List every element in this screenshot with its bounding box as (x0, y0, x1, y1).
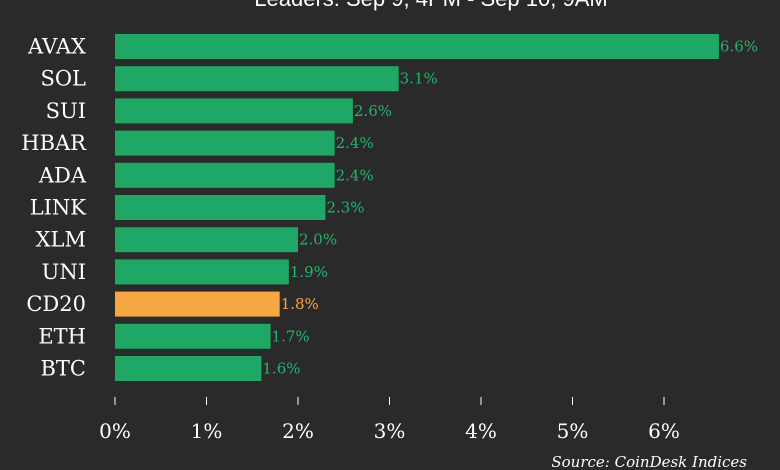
bar-eth (115, 323, 271, 349)
bar-hbar (115, 130, 335, 156)
value-label-uni: 1.9% (290, 263, 328, 281)
x-axis: 0% 1% 2% 3% 4% 5% 6% (99, 397, 680, 443)
value-label-avax: 6.6% (720, 38, 758, 56)
category-label-avax: AVAX (27, 35, 86, 59)
value-label-btc: 1.6% (262, 360, 300, 378)
value-label-sui: 2.6% (354, 102, 392, 120)
x-tick-label: 4% (465, 419, 497, 443)
bar-link (115, 195, 326, 220)
value-label-eth: 1.7% (272, 327, 310, 345)
category-label-sol: SOL (40, 67, 86, 91)
x-tick-label: 0% (99, 419, 131, 443)
x-tick-label: 3% (374, 419, 406, 443)
value-label-sol: 3.1% (400, 70, 438, 88)
category-label-ada: ADA (38, 163, 87, 187)
bar-sol (115, 66, 399, 92)
category-labels: AVAX SOL SUI HBAR ADA LINK XLM UNI CD20 ETH BTC (21, 35, 87, 381)
bars-group (115, 34, 719, 381)
category-label-eth: ETH (38, 324, 86, 348)
value-label-link: 2.3% (326, 199, 364, 217)
source-note: Source: CoinDesk Indices (551, 453, 747, 470)
x-tick-label: 1% (191, 419, 223, 443)
bar-ada (115, 162, 335, 188)
bar-cd20 (115, 291, 280, 317)
bar-sui (115, 98, 353, 124)
value-label-ada: 2.4% (336, 166, 374, 184)
value-label-hbar: 2.4% (336, 134, 374, 152)
category-label-hbar: HBAR (21, 131, 87, 155)
x-tick-label: 2% (282, 419, 314, 443)
bar-uni (115, 259, 289, 285)
x-tick-label: 6% (648, 419, 680, 443)
bar-avax (115, 34, 719, 59)
x-tick-label: 5% (557, 419, 589, 443)
chart-title: Leaders: Sep 9, 4PM - Sep 10, 9AM (254, 0, 607, 11)
bar-btc (115, 356, 262, 381)
category-label-sui: SUI (46, 99, 86, 123)
category-label-link: LINK (30, 196, 87, 220)
category-label-xlm: XLM (36, 228, 86, 252)
value-labels: 6.6% 3.1% 2.6% 2.4% 2.4% 2.3% 2.0% 1.9% 1.8% 1.7%… (262, 38, 758, 378)
value-label-cd20: 1.8% (281, 295, 319, 313)
value-label-xlm: 2.0% (299, 231, 337, 249)
bar-xlm (115, 227, 298, 253)
category-label-cd20: CD20 (26, 292, 86, 316)
category-label-uni: UNI (42, 260, 86, 284)
category-label-btc: BTC (40, 357, 86, 381)
